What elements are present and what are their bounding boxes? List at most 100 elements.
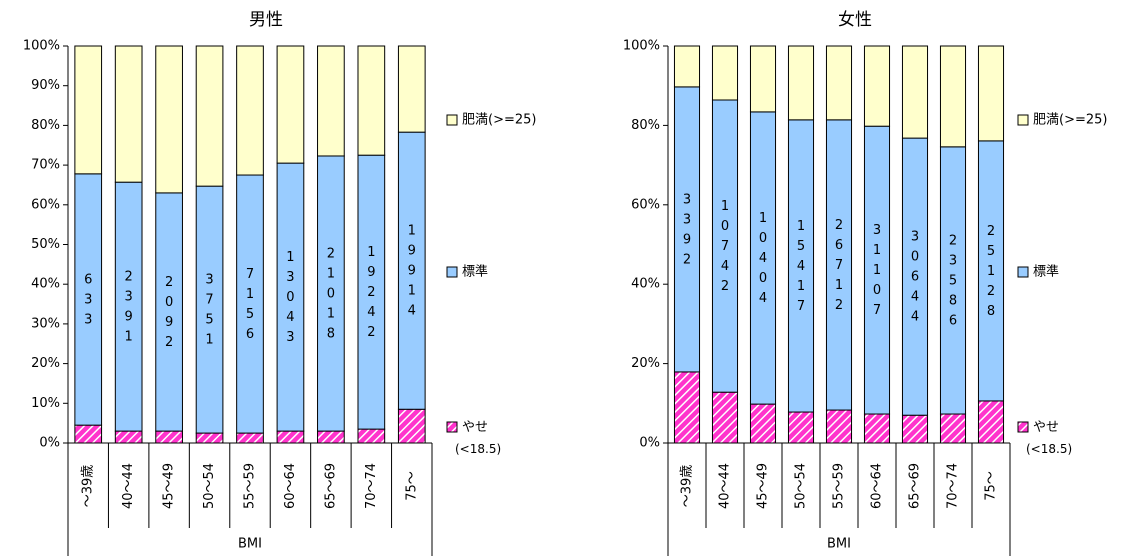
bar-segment bbox=[357, 45, 386, 156]
bar-segment bbox=[74, 424, 103, 444]
y-tick-label: 0% bbox=[39, 436, 60, 451]
bar-segment bbox=[939, 45, 967, 148]
x-axis-label: BMI bbox=[827, 537, 851, 552]
bar-segment bbox=[863, 413, 891, 444]
bar-segment bbox=[749, 45, 777, 113]
x-tick-label: ～39歳 bbox=[81, 465, 96, 508]
x-tick-label: 40～44 bbox=[121, 463, 136, 509]
bar-segment bbox=[825, 45, 853, 121]
x-tick-label: ～39歳 bbox=[680, 465, 695, 508]
bar-segment bbox=[825, 119, 853, 411]
bar-segment bbox=[357, 428, 386, 444]
x-tick-label: 60～64 bbox=[283, 463, 298, 509]
legend-label: やせ(<18.5) bbox=[455, 420, 501, 456]
bar-segment bbox=[74, 45, 103, 175]
x-tick-label: 70～74 bbox=[364, 463, 379, 509]
bar-segment bbox=[673, 45, 701, 88]
x-tick-label: 60～64 bbox=[870, 463, 885, 509]
bar-segment bbox=[357, 154, 386, 430]
bar-segment bbox=[155, 192, 183, 432]
bar-segment bbox=[977, 45, 1005, 142]
bar-segment bbox=[977, 400, 1005, 444]
chart-title: 男性 bbox=[249, 10, 283, 30]
y-tick-label: 0% bbox=[639, 436, 660, 451]
bar-segment bbox=[673, 86, 701, 373]
bar-segment bbox=[749, 403, 777, 444]
y-tick-label: 100% bbox=[23, 39, 60, 54]
x-axis-label: BMI bbox=[238, 537, 262, 552]
bar-segment bbox=[863, 45, 891, 127]
y-tick-label: 60% bbox=[631, 197, 660, 212]
bar-segment bbox=[236, 174, 264, 434]
x-tick-label: 70～74 bbox=[946, 463, 961, 509]
x-tick-label: 75～ bbox=[404, 471, 419, 501]
bar-segment bbox=[195, 45, 224, 187]
x-tick-label: 50～54 bbox=[202, 463, 217, 509]
chart-title: 女性 bbox=[838, 10, 872, 30]
y-tick-label: 70% bbox=[31, 158, 60, 173]
bar-segment bbox=[901, 137, 929, 416]
bar-segment bbox=[673, 371, 701, 444]
bar-segment bbox=[825, 409, 853, 444]
x-tick-label: 65～69 bbox=[908, 463, 923, 509]
bar-segment bbox=[195, 432, 224, 444]
bar-segment bbox=[711, 45, 739, 101]
bar-segment bbox=[317, 430, 345, 444]
legend-label: やせ(<18.5) bbox=[1026, 420, 1072, 456]
legend-label: 肥満(>=25) bbox=[462, 113, 536, 128]
y-tick-label: 40% bbox=[31, 277, 60, 292]
y-tick-label: 90% bbox=[31, 78, 60, 93]
y-tick-label: 40% bbox=[631, 277, 660, 292]
x-tick-label: 45～49 bbox=[756, 463, 771, 509]
y-tick-label: 20% bbox=[631, 356, 660, 371]
bar-segment bbox=[397, 45, 426, 133]
x-tick-label: 65～69 bbox=[323, 463, 338, 509]
bar-segment bbox=[195, 185, 224, 434]
bar-segment bbox=[276, 45, 305, 164]
legend-label: 標準 bbox=[462, 264, 488, 280]
legend-swatch bbox=[1017, 114, 1029, 126]
legend-swatch bbox=[1017, 266, 1029, 278]
bar-segment bbox=[939, 413, 967, 444]
x-tick-label: 55～59 bbox=[832, 463, 847, 509]
bar-segment bbox=[317, 45, 345, 157]
bar-segment bbox=[276, 430, 305, 444]
x-tick-label: 75～ bbox=[984, 471, 999, 501]
y-tick-label: 60% bbox=[31, 197, 60, 212]
legend-label: 標準 bbox=[1033, 264, 1059, 280]
bar-segment bbox=[711, 391, 739, 444]
bar-segment bbox=[236, 45, 264, 176]
legend-label: 肥満(>=25) bbox=[1033, 113, 1107, 128]
x-tick-label: 40～44 bbox=[718, 463, 733, 509]
bar-segment bbox=[114, 430, 143, 444]
y-tick-label: 10% bbox=[31, 396, 60, 411]
y-tick-label: 100% bbox=[623, 39, 660, 54]
legend-swatch bbox=[446, 421, 458, 433]
bar-segment bbox=[397, 408, 426, 444]
x-tick-label: 55～59 bbox=[243, 463, 258, 509]
bar-segment bbox=[74, 173, 103, 426]
y-tick-label: 50% bbox=[31, 237, 60, 252]
y-tick-label: 80% bbox=[631, 118, 660, 133]
y-tick-label: 30% bbox=[31, 316, 60, 331]
legend-swatch bbox=[446, 114, 458, 126]
bar-segment bbox=[155, 430, 183, 444]
legend-swatch bbox=[446, 266, 458, 278]
y-tick-label: 80% bbox=[31, 118, 60, 133]
